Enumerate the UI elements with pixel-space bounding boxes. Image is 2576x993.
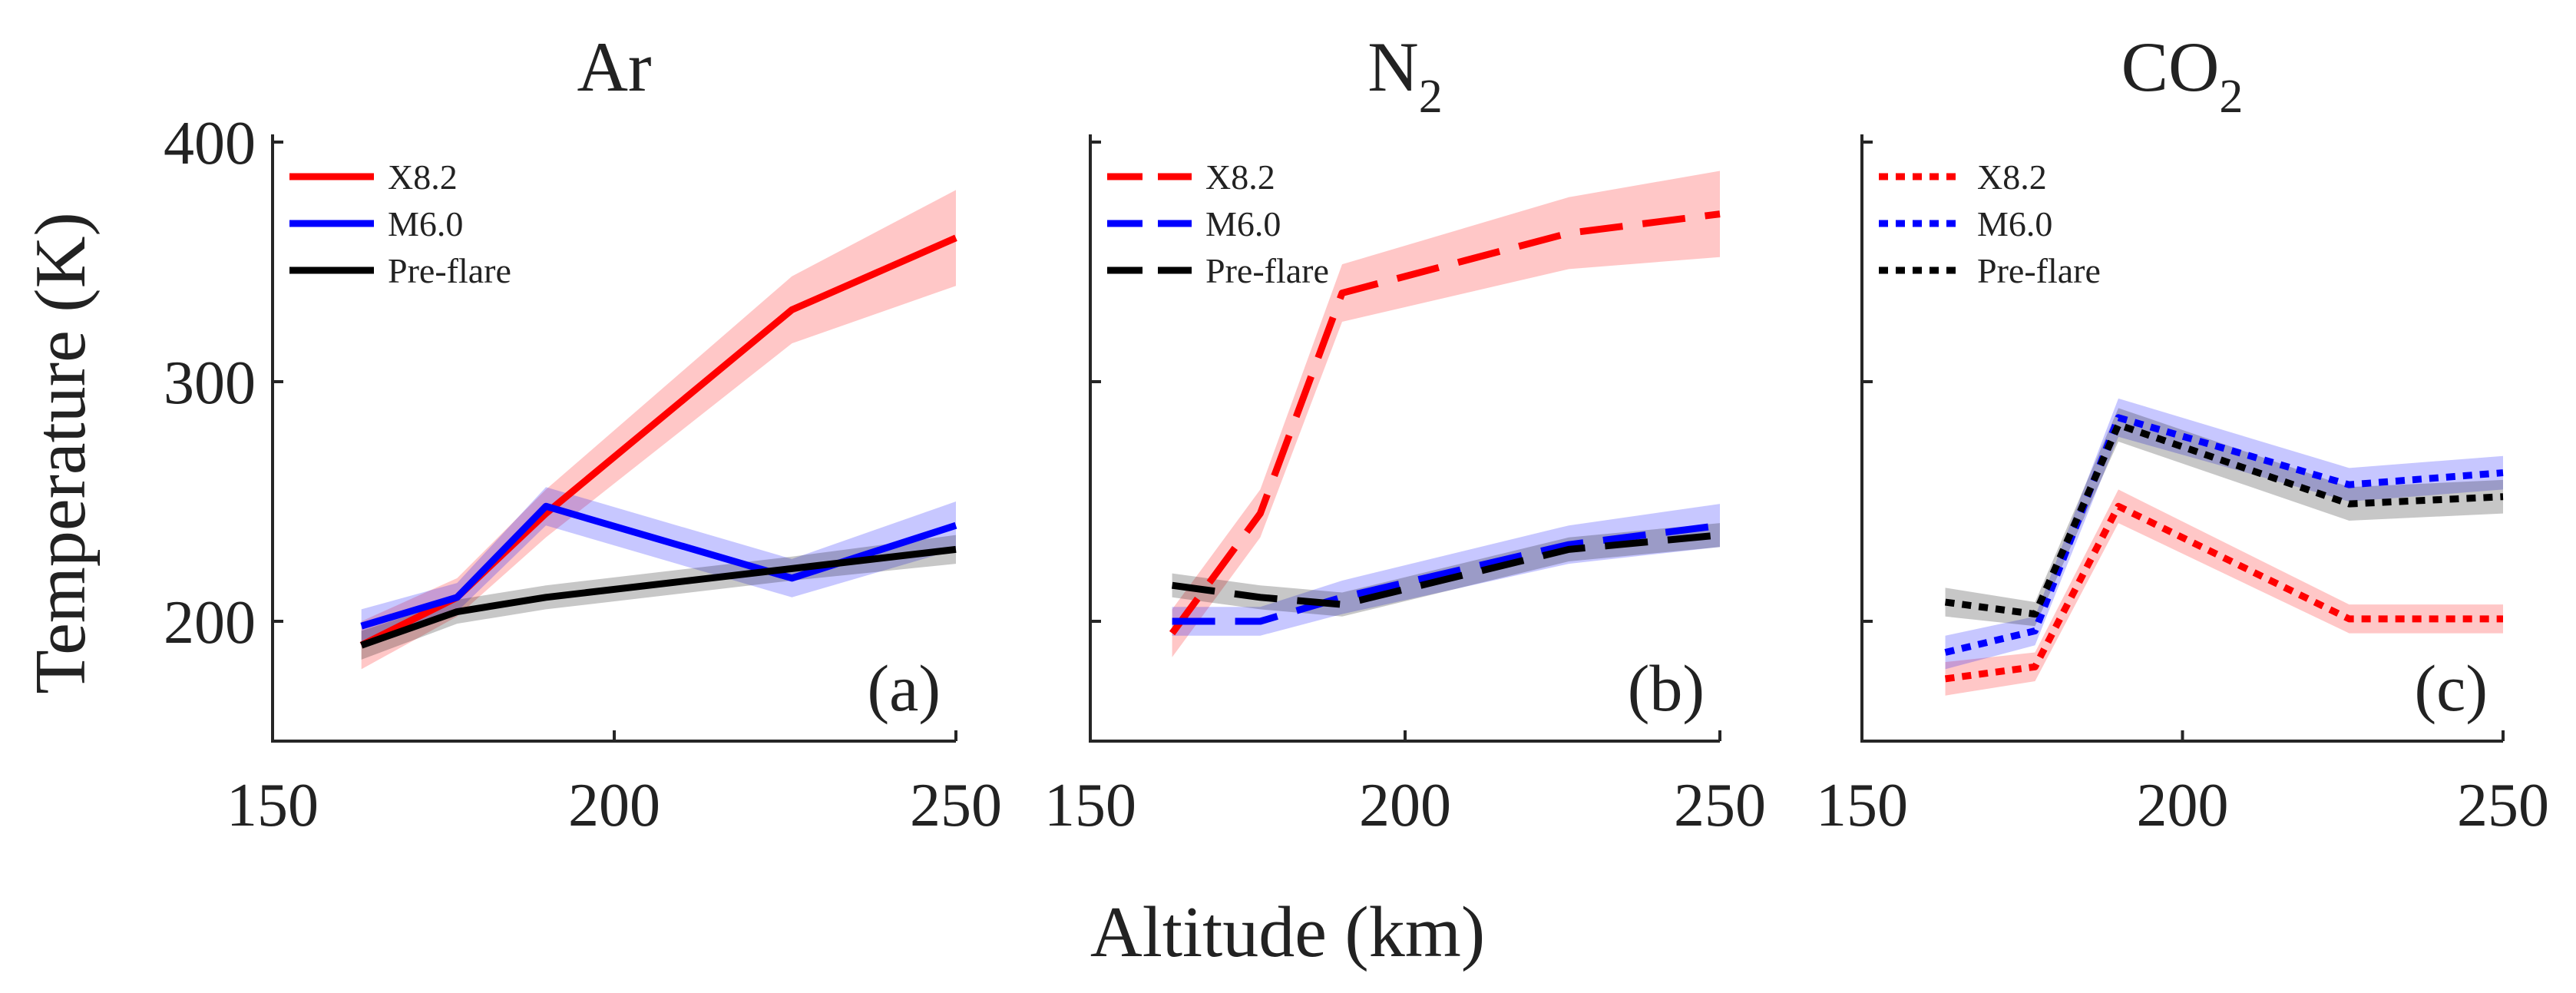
series-band	[1945, 408, 2503, 627]
legend-label: Pre-flare	[388, 251, 511, 290]
series-band	[361, 487, 956, 644]
series-line	[1944, 421, 2504, 618]
x-tick-label: 250	[1674, 772, 1766, 839]
series-line	[359, 234, 957, 649]
panel-title-main: Ar	[577, 28, 651, 106]
panel-n2: N2 150 200 250 X8.2 M6.0 Pre-flare (b)	[1044, 28, 1766, 839]
x-tick-label: 250	[2457, 772, 2549, 839]
panel-title-subscript: 2	[1419, 71, 1443, 123]
panel-tag: (c)	[2415, 651, 2488, 725]
legend-label: X8.2	[1977, 157, 2047, 197]
legend-label: M6.0	[388, 204, 463, 243]
panel-title: Ar	[577, 28, 651, 106]
series-line	[1171, 531, 1721, 608]
series-line	[1944, 502, 2503, 683]
series-line	[1944, 414, 2504, 656]
panel-ar: Ar 150 200 250 200 300 400 X8.2 M6.0 Pre-flare (a)	[164, 28, 1002, 839]
panel-co2: CO2 150 200 250 X8.2 M6.0 Pre-flare (c)	[1816, 28, 2549, 839]
panel-title-main: N	[1367, 28, 1418, 106]
legend-label: M6.0	[1977, 204, 2052, 243]
x-tick-label: 150	[227, 772, 319, 839]
legend-label: Pre-flare	[1205, 251, 1329, 290]
series-line	[360, 545, 957, 649]
x-tick-label: 200	[568, 772, 660, 839]
x-axis-label: Altitude (km)	[1090, 892, 1485, 972]
x-tick-label: 150	[1816, 772, 1908, 839]
panel-tag: (a)	[868, 651, 941, 725]
legend-label: X8.2	[1205, 157, 1275, 197]
panel-title: CO2	[2121, 28, 2244, 123]
y-tick-label: 200	[164, 589, 256, 657]
y-tick-label: 400	[164, 110, 256, 177]
y-axis-label: Temperature (K)	[21, 212, 101, 694]
legend-label: M6.0	[1205, 204, 1281, 243]
legend-label: Pre-flare	[1977, 251, 2101, 290]
legend-label: X8.2	[388, 157, 458, 197]
series-line	[1169, 210, 1721, 636]
y-tick-label: 300	[164, 349, 256, 417]
x-tick-label: 150	[1044, 772, 1136, 839]
series-line	[1172, 521, 1721, 625]
x-tick-label: 200	[1359, 772, 1451, 839]
x-tick-label: 250	[910, 772, 1002, 839]
panel-title: N2	[1367, 28, 1442, 123]
panel-title-main: CO	[2121, 28, 2220, 106]
series-band	[1945, 489, 2503, 696]
panel-title-subscript: 2	[2219, 71, 2243, 123]
x-tick-label: 200	[2137, 772, 2229, 839]
panel-tag: (b)	[1628, 651, 1705, 725]
